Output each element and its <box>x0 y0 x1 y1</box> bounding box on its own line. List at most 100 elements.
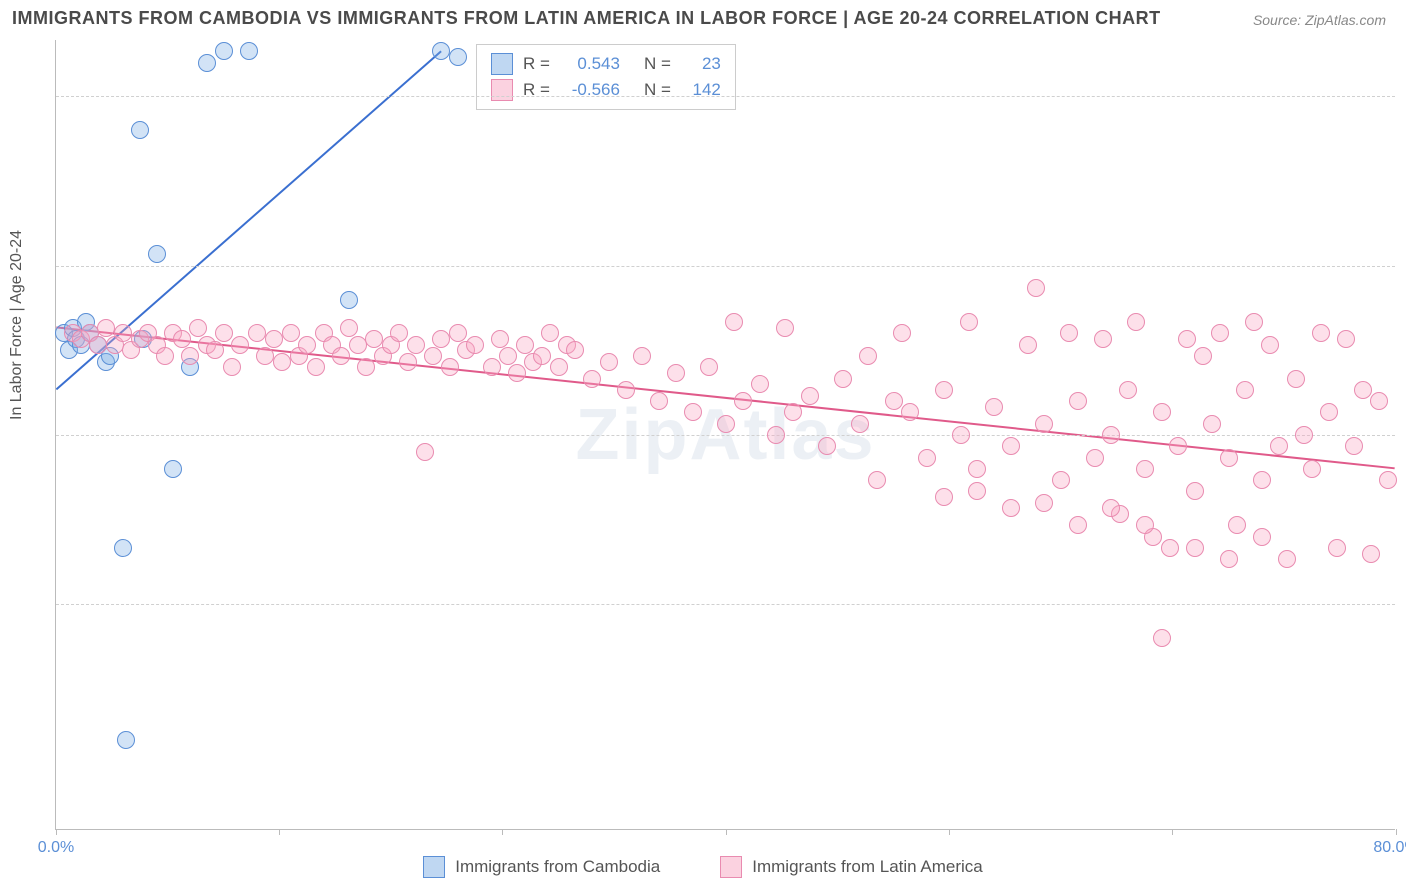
data-point <box>1102 426 1120 444</box>
stat-row: R =-0.566N =142 <box>491 77 721 103</box>
data-point <box>307 358 325 376</box>
data-point <box>223 358 241 376</box>
data-point <box>449 48 467 66</box>
data-point <box>767 426 785 444</box>
data-point <box>516 336 534 354</box>
data-point <box>148 245 166 263</box>
data-point <box>1086 449 1104 467</box>
data-point <box>298 336 316 354</box>
data-point <box>650 392 668 410</box>
data-point <box>1370 392 1388 410</box>
data-point <box>1270 437 1288 455</box>
data-point <box>117 731 135 749</box>
data-point <box>1002 499 1020 517</box>
data-point <box>985 398 1003 416</box>
x-tick-mark <box>1396 829 1397 835</box>
data-point <box>1186 482 1204 500</box>
data-point <box>1303 460 1321 478</box>
data-point <box>89 336 107 354</box>
x-tick-mark <box>56 829 57 835</box>
data-point <box>533 347 551 365</box>
data-point <box>1136 460 1154 478</box>
data-point <box>114 539 132 557</box>
data-point <box>340 319 358 337</box>
data-point <box>1035 415 1053 433</box>
y-axis-label: In Labor Force | Age 20-24 <box>8 230 26 420</box>
data-point <box>1211 324 1229 342</box>
data-point <box>349 336 367 354</box>
data-point <box>1153 629 1171 647</box>
data-point <box>164 460 182 478</box>
data-point <box>416 443 434 461</box>
data-point <box>1136 516 1154 534</box>
data-point <box>1220 550 1238 568</box>
legend-swatch <box>423 856 445 878</box>
stat-n-label: N = <box>644 51 671 77</box>
data-point <box>156 347 174 365</box>
stat-n-value: 23 <box>681 51 721 77</box>
data-point <box>541 324 559 342</box>
data-point <box>918 449 936 467</box>
data-point <box>1094 330 1112 348</box>
data-point <box>441 358 459 376</box>
data-point <box>424 347 442 365</box>
data-point <box>265 330 283 348</box>
data-point <box>725 313 743 331</box>
data-point <box>508 364 526 382</box>
data-point <box>432 42 450 60</box>
data-point <box>1253 528 1271 546</box>
data-point <box>499 347 517 365</box>
data-point <box>1328 539 1346 557</box>
data-point <box>1203 415 1221 433</box>
data-point <box>784 403 802 421</box>
data-point <box>1220 449 1238 467</box>
legend-item: Immigrants from Latin America <box>720 856 983 878</box>
stat-swatch <box>491 79 513 101</box>
x-tick-mark <box>502 829 503 835</box>
data-point <box>248 324 266 342</box>
data-point <box>1052 471 1070 489</box>
data-point <box>1320 403 1338 421</box>
data-point <box>1236 381 1254 399</box>
data-point <box>1228 516 1246 534</box>
data-point <box>1119 381 1137 399</box>
data-point <box>231 336 249 354</box>
stat-row: R =0.543N =23 <box>491 51 721 77</box>
data-point <box>1069 392 1087 410</box>
data-point <box>1027 279 1045 297</box>
data-point <box>491 330 509 348</box>
data-point <box>801 387 819 405</box>
legend: Immigrants from CambodiaImmigrants from … <box>0 856 1406 878</box>
data-point <box>390 324 408 342</box>
data-point <box>1354 381 1372 399</box>
x-tick-label: 80.0% <box>1373 839 1406 857</box>
data-point <box>1194 347 1212 365</box>
data-point <box>1295 426 1313 444</box>
data-point <box>340 291 358 309</box>
data-point <box>700 358 718 376</box>
correlation-stat-box: R =0.543N =23R =-0.566N =142 <box>476 44 736 110</box>
stat-swatch <box>491 53 513 75</box>
data-point <box>240 42 258 60</box>
data-point <box>1261 336 1279 354</box>
data-point <box>114 324 132 342</box>
data-point <box>868 471 886 489</box>
data-point <box>206 341 224 359</box>
data-point <box>633 347 651 365</box>
data-point <box>1345 437 1363 455</box>
data-point <box>583 370 601 388</box>
legend-label: Immigrants from Latin America <box>752 857 983 877</box>
x-tick-mark <box>1172 829 1173 835</box>
data-point <box>198 54 216 72</box>
stat-r-label: R = <box>523 51 550 77</box>
data-point <box>968 482 986 500</box>
data-point <box>834 370 852 388</box>
gridline-h <box>56 96 1395 97</box>
data-point <box>776 319 794 337</box>
data-point <box>935 381 953 399</box>
data-point <box>1127 313 1145 331</box>
data-point <box>1019 336 1037 354</box>
stat-n-label: N = <box>644 77 671 103</box>
chart-title: IMMIGRANTS FROM CAMBODIA VS IMMIGRANTS F… <box>12 8 1161 29</box>
data-point <box>566 341 584 359</box>
